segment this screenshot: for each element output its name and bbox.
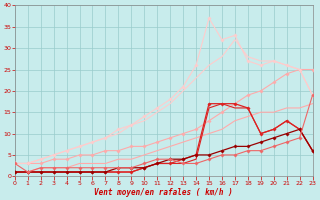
X-axis label: Vent moyen/en rafales ( km/h ): Vent moyen/en rafales ( km/h )	[94, 188, 233, 197]
